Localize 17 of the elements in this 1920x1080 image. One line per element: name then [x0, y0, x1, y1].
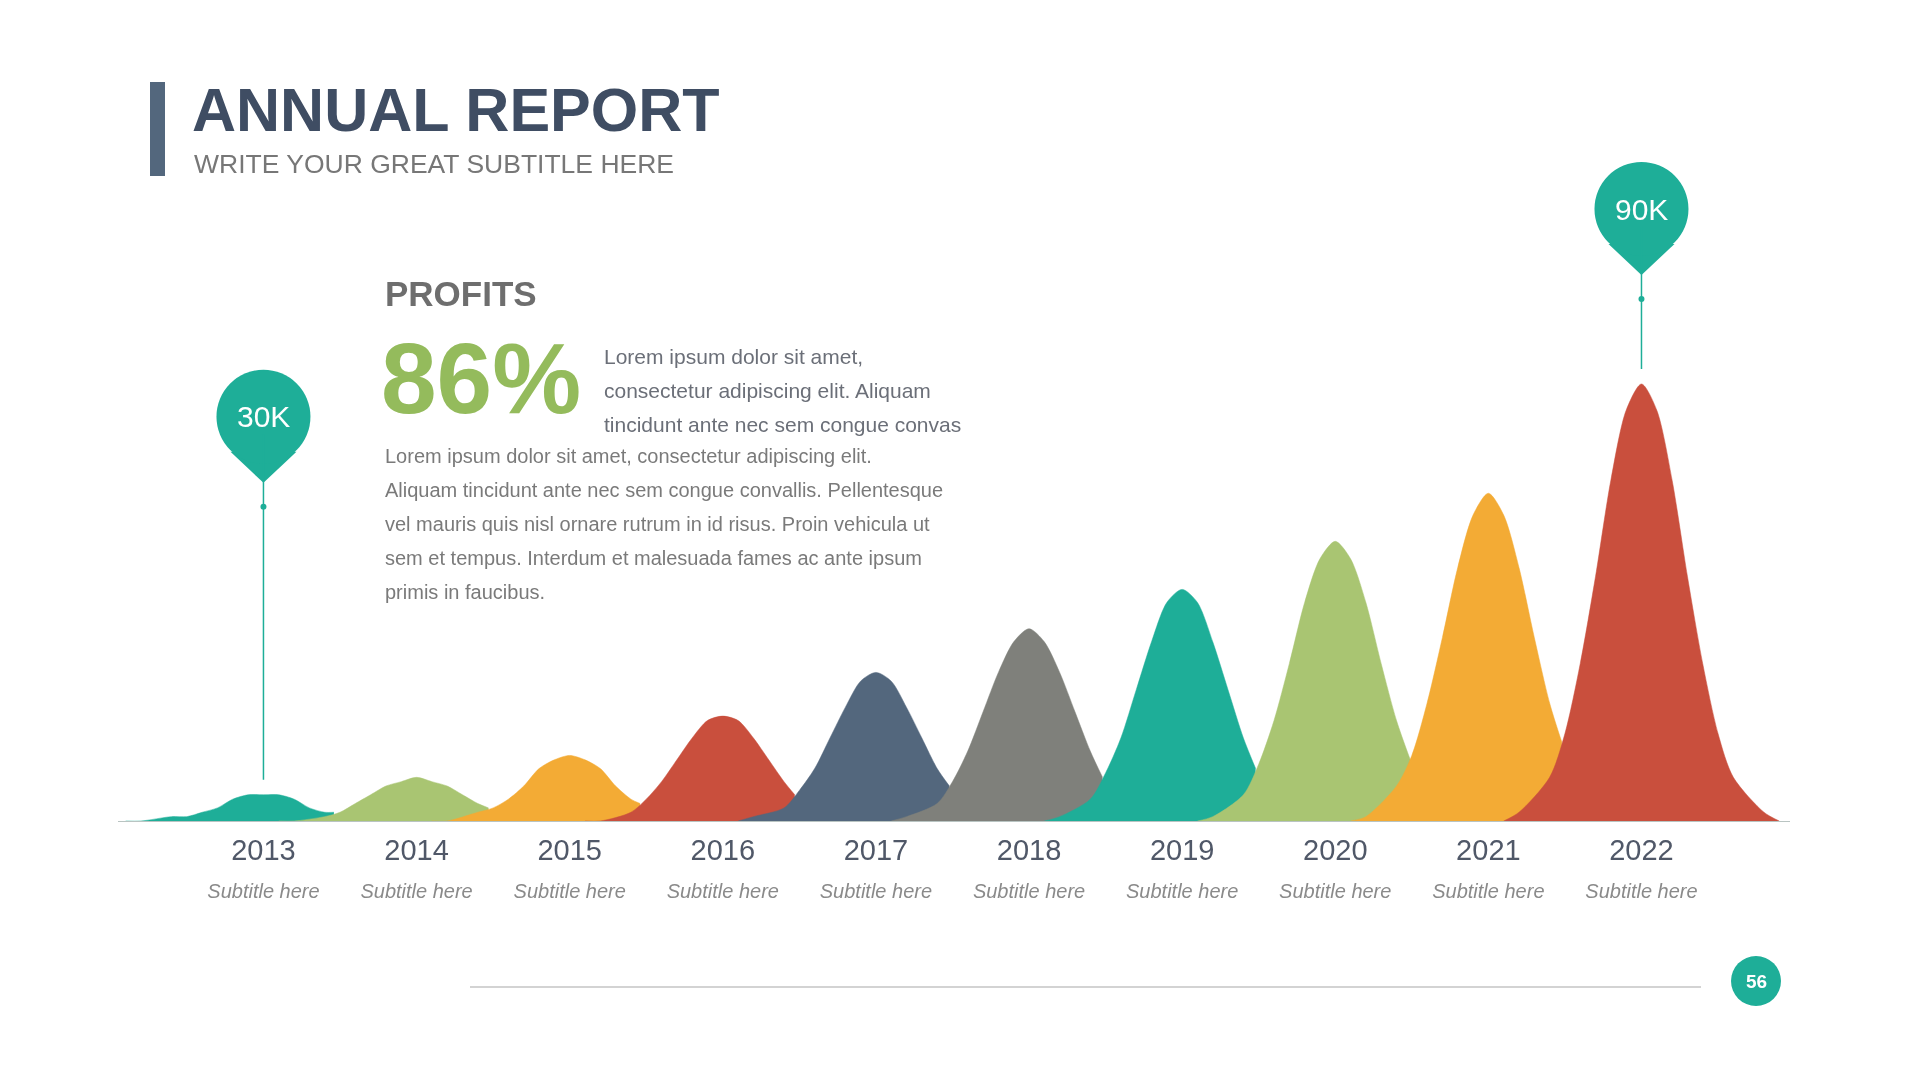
- annotation: Lorem ipsum dolor sit amet, consectetur adipiscing elit. Aliquam tincidunt ante nec sem congue convallis. Pellentesque vel mauris quis nisl ornare rutrum in id risus. Proin vehicula ut sem et tempus. Interdum et malesuada fames ac ante ipsum primis in faucibus.: [385, 445, 944, 603]
- text: PROFITS: [385, 274, 537, 313]
- x-tick-label: 2020 Subtitle here: [1279, 833, 1392, 902]
- chart-subtitle: WRITE YOUR GREAT SUBTITLE HERE: [194, 149, 675, 179]
- x-tick-label: 2015 Subtitle here: [513, 833, 626, 902]
- x-tick-label: 2022 Subtitle here: [1585, 833, 1698, 902]
- chart-title: ANNUAL REPORT: [192, 76, 720, 145]
- x-tick-label: 2013 Subtitle here: [207, 833, 320, 902]
- x-tick-label: 2016 Subtitle here: [666, 833, 779, 902]
- x-tick-label: 2019 Subtitle here: [1125, 833, 1239, 902]
- x-tick-label: 2018 Subtitle here: [972, 833, 1086, 902]
- x-tick-label: 2017 Subtitle here: [819, 833, 933, 902]
- annotation: 86%: [381, 322, 582, 434]
- x-tick-label: 2021 Subtitle here: [1432, 833, 1545, 902]
- annotation: Lorem ipsum dolor sit amet, consectetur adipiscing elit. Aliquam tincidunt ante nec sem congue convas: [604, 345, 962, 436]
- x-tick-label: 2014 Subtitle here: [360, 833, 473, 902]
- text: 56: [1746, 971, 1768, 992]
